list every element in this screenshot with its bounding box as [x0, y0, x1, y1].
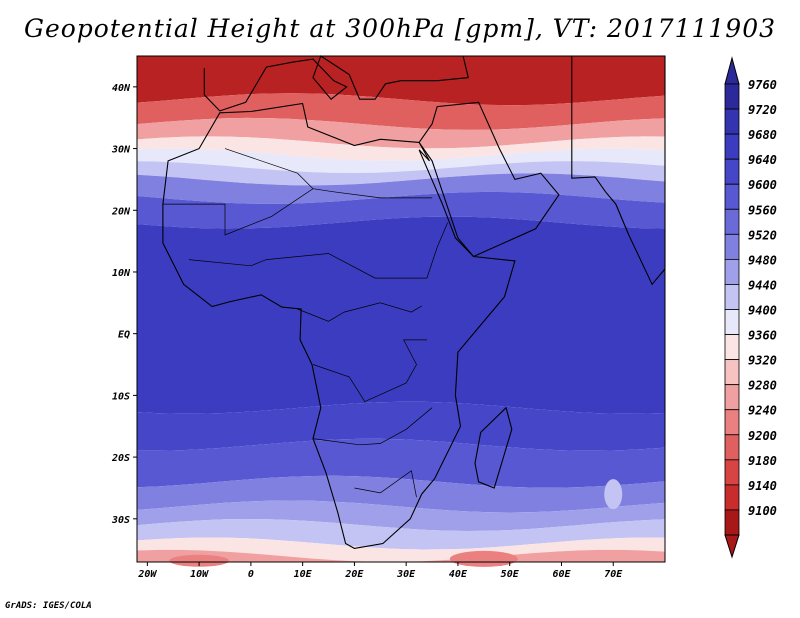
colorbar-label: 9140 [748, 479, 777, 493]
y-tick-label: 30N [111, 145, 131, 156]
y-tick-label: EQ [118, 330, 130, 341]
height-band [137, 549, 665, 562]
height-band [137, 148, 665, 173]
country-border [224, 148, 314, 189]
colorbar-max-arrow [724, 56, 740, 85]
colorbar-swatch [724, 108, 740, 135]
height-band [137, 93, 665, 130]
colorbar-label: 9100 [748, 504, 777, 518]
colorbar-label: 9360 [748, 329, 777, 343]
colorbar-label: 9760 [748, 78, 777, 92]
x-tick-label: 0 [248, 569, 254, 580]
coastlines [162, 55, 666, 549]
country-border [162, 188, 433, 236]
height-band [137, 401, 665, 451]
y-tick-label: 10N [112, 268, 131, 279]
height-band [137, 173, 665, 204]
high-cell [604, 479, 623, 510]
madagascar-coastline [474, 406, 513, 489]
colorbar-swatch [724, 384, 740, 411]
colorbar-label: 9200 [748, 429, 777, 443]
colorbar-swatch [724, 309, 740, 335]
y-tick-label: 30S [111, 515, 130, 526]
colorbar-label: 9320 [748, 354, 777, 368]
colorbar-swatch [724, 509, 740, 536]
colorbar-swatch [724, 484, 740, 511]
y-tick-label: 10S [112, 391, 130, 402]
height-band [137, 537, 665, 562]
low-cell [449, 550, 518, 567]
country-border [312, 407, 433, 446]
colorbar-label: 9480 [748, 253, 777, 267]
height-band [137, 161, 665, 186]
x-tick-label: 10W [190, 569, 209, 580]
colorbar-min-arrow [724, 534, 740, 559]
country-border [297, 302, 422, 322]
colorbar-swatch [724, 83, 740, 110]
colorbar-label: 9600 [748, 178, 777, 192]
colorbar-swatch [724, 459, 740, 486]
height-band [137, 216, 665, 414]
low-cell [169, 554, 230, 567]
map-title: Geopotential Height at 300hPa [gpm], VT:… [23, 14, 777, 43]
x-tick-label: 10E [294, 569, 313, 580]
country-border [312, 339, 427, 403]
colorbar-label: 9680 [748, 128, 777, 142]
x-axis: 20W 10W 0 10E 20E 30E 40E 50E 60E 70E [137, 562, 623, 580]
height-band [137, 500, 665, 531]
height-band [137, 475, 665, 513]
europe-coastline [203, 55, 469, 112]
colorbar: 9760 9720 9680 9640 9600 9560 9520 9480 9440 9400… [724, 56, 777, 559]
africa-coastline [162, 102, 516, 549]
colorbar-swatch [724, 434, 740, 461]
colorbar-label: 9720 [748, 103, 777, 117]
colorbar-swatch [724, 284, 740, 310]
map-frame [136, 55, 666, 563]
x-tick-label: 40E [449, 569, 468, 580]
colorbar-label: 9520 [748, 228, 777, 242]
height-band [137, 191, 665, 229]
colorbar-swatch [724, 158, 740, 185]
colorbar-label: 9180 [748, 454, 777, 468]
x-tick-label: 30E [396, 569, 416, 580]
colorbar-swatch [724, 133, 740, 160]
country-border [188, 222, 448, 279]
x-tick-label: 20E [344, 569, 364, 580]
x-tick-label: 70E [604, 569, 623, 580]
arabia-coastline [418, 101, 560, 258]
height-band [137, 117, 665, 149]
y-tick-label: 20N [111, 206, 131, 217]
y-tick-label: 40N [112, 83, 131, 94]
height-band [137, 519, 665, 550]
x-tick-label: 20W [137, 569, 157, 580]
colorbar-swatch [724, 334, 740, 361]
height-field [137, 56, 665, 567]
colorbar-label: 9400 [748, 304, 777, 318]
colorbar-swatch [724, 359, 740, 386]
x-tick-label: 50E [501, 569, 520, 580]
height-band [137, 136, 665, 161]
height-band [137, 438, 665, 488]
y-axis: 40N 30N 20N 10N EQ 10S 20S 30S [111, 83, 137, 526]
y-tick-label: 20S [111, 453, 130, 464]
colorbar-label: 9240 [748, 404, 777, 418]
x-tick-label: 60E [552, 569, 571, 580]
grads-credit: GrADS: IGES/COLA [5, 601, 92, 611]
colorbar-label: 9640 [748, 153, 777, 167]
country-border [354, 470, 417, 498]
colorbar-swatch [724, 233, 740, 260]
colorbar-label: 9560 [748, 203, 777, 217]
colorbar-swatch [724, 183, 740, 210]
colorbar-swatch [724, 208, 740, 235]
colorbar-swatch [724, 258, 740, 285]
colorbar-label: 9440 [748, 278, 777, 292]
colorbar-label: 9280 [748, 379, 777, 393]
colorbar-swatch [724, 409, 740, 436]
